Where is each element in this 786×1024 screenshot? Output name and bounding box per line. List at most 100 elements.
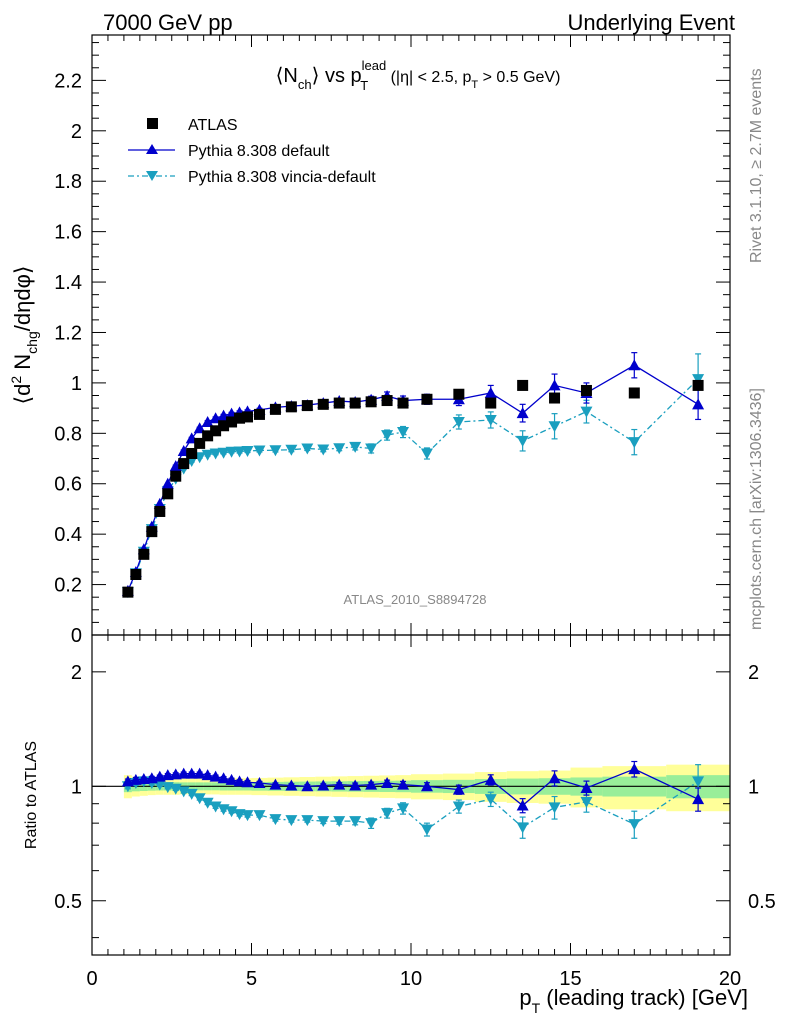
- default-point: [516, 407, 529, 419]
- atlas-point: [130, 568, 142, 580]
- vincia-point: [209, 448, 222, 460]
- ratio-default-point: [209, 770, 222, 782]
- default-line: [127, 364, 699, 592]
- y-tick-label: 1: [71, 373, 82, 395]
- ratio-default-point: [548, 772, 561, 784]
- ratio-vincia-point: [193, 793, 206, 805]
- atlas-point: [628, 387, 640, 399]
- y-tick-label: 1.2: [54, 322, 82, 344]
- ratio-vincia-point: [420, 824, 433, 836]
- vincia-point: [317, 444, 330, 456]
- default-point: [548, 379, 561, 391]
- ratio-vincia-point: [269, 814, 282, 826]
- ratio-vincia-point: [317, 816, 330, 828]
- ratio-default-point: [317, 779, 330, 791]
- y-tick-label: 0.2: [54, 575, 82, 597]
- y-tick-label: 1.8: [54, 171, 82, 193]
- atlas-point: [365, 396, 377, 408]
- atlas-point: [186, 447, 198, 459]
- vincia-point: [217, 447, 230, 459]
- vincia-point: [233, 446, 246, 458]
- atlas-point: [242, 411, 254, 423]
- legend-atlas-marker: [147, 118, 158, 129]
- y-tick-label: 0.6: [54, 474, 82, 496]
- ratio-default-point: [161, 769, 174, 781]
- y-tick-label: 1.4: [54, 272, 82, 294]
- x-tick-label: 5: [246, 968, 257, 990]
- y-tick-label: 0.4: [54, 524, 82, 546]
- y-tick-label: 1.6: [54, 222, 82, 244]
- atlas-point: [146, 526, 158, 538]
- atlas-point: [210, 425, 222, 437]
- ratio-vincia-point: [285, 815, 298, 827]
- y-tick-label: 2: [71, 121, 82, 143]
- ratio-vincia-point: [628, 819, 641, 831]
- main-y-axis-label: ⟨d2 Nchg/dηdφ⟩: [8, 266, 40, 405]
- ratio-default-point: [269, 778, 282, 790]
- atlas-point: [162, 488, 174, 500]
- ratio-vincia-point: [548, 802, 561, 814]
- default-point: [692, 398, 705, 410]
- atlas-point: [202, 430, 214, 442]
- ratio-y-tick-label: 0.5: [54, 891, 82, 913]
- y-tick-label: 0.8: [54, 423, 82, 445]
- legend-default-label: Pythia 8.308 default: [188, 143, 330, 160]
- vincia-point: [628, 437, 641, 449]
- atlas-point: [580, 384, 592, 396]
- ratio-vincia-point: [349, 816, 362, 828]
- vincia-point: [452, 416, 465, 428]
- default-point: [161, 477, 174, 489]
- atlas-point: [178, 458, 190, 470]
- ratio-default-point: [129, 773, 142, 785]
- ratio-default-point: [628, 763, 641, 775]
- ratio-default-point: [233, 775, 246, 787]
- ratio-default-point: [185, 767, 198, 779]
- vincia-point: [201, 449, 214, 461]
- vincia-point: [365, 443, 378, 455]
- vincia-point: [349, 441, 362, 453]
- ratio-default-point: [333, 778, 346, 790]
- legend-atlas-label: ATLAS: [188, 117, 238, 134]
- ratio-y-tick-label-right: 0.5: [748, 891, 776, 913]
- ratio-default-point: [301, 780, 314, 792]
- vincia-point: [381, 430, 394, 442]
- atlas-point: [549, 392, 561, 404]
- ratio-default-point: [452, 783, 465, 795]
- ratio-vincia-line: [127, 780, 699, 831]
- ratio-default-point: [177, 767, 190, 779]
- vincia-point: [253, 445, 266, 457]
- ratio-default-point: [193, 767, 206, 779]
- atlas-point: [234, 412, 246, 424]
- y-tick-label: 2.2: [54, 70, 82, 92]
- atlas-point: [170, 470, 182, 482]
- atlas-point: [301, 400, 313, 412]
- vincia-line: [127, 378, 699, 593]
- vincia-point: [548, 421, 561, 433]
- plot-title: ⟨Nch⟩ vs plead T (|η| < 2.5, pT > 0.5 GeV…: [276, 58, 561, 93]
- atlas-point: [138, 548, 150, 560]
- atlas-point: [226, 416, 238, 428]
- vincia-point: [692, 374, 705, 386]
- atlas-point: [194, 437, 206, 449]
- atlas-point: [122, 586, 134, 598]
- header-right: Underlying Event: [567, 10, 735, 35]
- ratio-default-point: [137, 773, 150, 785]
- x-axis-label: pT (leading track) [GeV]: [519, 985, 748, 1016]
- ratio-default-point: [381, 777, 394, 789]
- atlas-point: [692, 379, 704, 391]
- ratio-default-point: [217, 772, 230, 784]
- atlas-point: [154, 505, 166, 517]
- legend-default-marker: [146, 144, 158, 154]
- rivet-version-label: Rivet 3.1.10, ≥ 2.7M events: [748, 68, 765, 263]
- ratio-default-point: [349, 779, 362, 791]
- ratio-default-point: [253, 777, 266, 789]
- ratio-vincia-point: [225, 806, 238, 818]
- ratio-vincia-point: [580, 796, 593, 808]
- ratio-default-point: [516, 799, 529, 811]
- atlas-point: [333, 397, 345, 409]
- legend-vincia-marker: [146, 171, 158, 181]
- ratio-vincia-point: [516, 822, 529, 834]
- ratio-vincia-point: [209, 801, 222, 813]
- ratio-default-point: [169, 768, 182, 780]
